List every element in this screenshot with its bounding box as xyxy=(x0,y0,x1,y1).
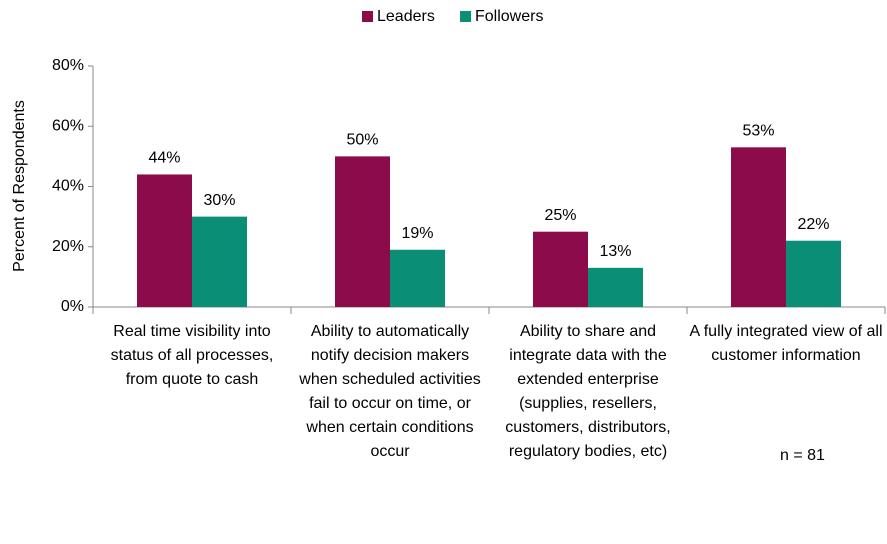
bar xyxy=(731,147,786,307)
data-label: 44% xyxy=(148,150,180,167)
data-label: 22% xyxy=(797,216,829,233)
data-label: 19% xyxy=(401,225,433,242)
x-tick-label: Ability to automatically notify decision… xyxy=(299,323,481,460)
data-label: 25% xyxy=(544,207,576,224)
y-tick-label: 60% xyxy=(52,117,84,134)
bar xyxy=(390,249,445,307)
data-label: 50% xyxy=(346,132,378,149)
legend-label: Followers xyxy=(475,8,543,25)
legend-swatch xyxy=(362,11,373,22)
y-tick-label: 40% xyxy=(52,178,84,195)
y-tick-label: 0% xyxy=(61,298,84,315)
bar xyxy=(588,267,643,307)
y-axis-label: Percent of Respondents xyxy=(11,100,28,272)
bar xyxy=(533,231,588,307)
legend-label: Leaders xyxy=(377,8,435,25)
x-tick-label: Real time visibility into status of all … xyxy=(110,323,274,388)
data-label: 53% xyxy=(742,123,774,140)
y-tick-label: 80% xyxy=(52,57,84,74)
legend-swatch xyxy=(460,11,471,22)
data-label: 13% xyxy=(599,243,631,260)
y-tick-label: 20% xyxy=(52,238,84,255)
x-tick-label: A fully integrated view of all customer … xyxy=(689,323,883,364)
data-label: 30% xyxy=(203,192,235,209)
bar xyxy=(137,174,192,307)
bar xyxy=(786,240,841,307)
bar xyxy=(335,156,390,307)
bar xyxy=(192,216,247,307)
annotation: n = 81 xyxy=(780,447,825,464)
x-tick-label: Ability to share and integrate data with… xyxy=(505,323,671,460)
